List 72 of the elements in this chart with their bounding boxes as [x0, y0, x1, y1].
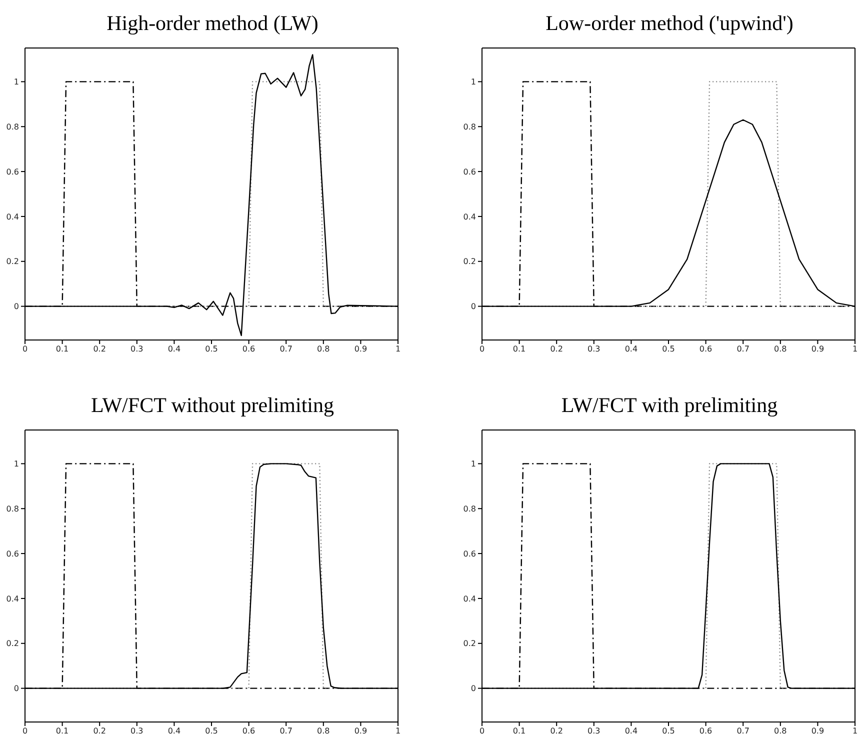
x-tick-label: 0 [22, 726, 28, 736]
x-tick-label: 0.6 [242, 726, 256, 736]
x-tick-label: 0 [479, 344, 485, 354]
y-tick-label: 0.6 [463, 549, 476, 558]
x-tick-label: 0.6 [699, 344, 712, 354]
x-tick-label: 0.7 [736, 726, 750, 736]
x-tick-label: 0.7 [280, 726, 292, 736]
y-tick-label: 0 [470, 302, 476, 312]
y-tick-label: 0.6 [6, 549, 19, 558]
x-tick-label: 0.2 [550, 726, 563, 736]
x-tick-label: 1 [852, 344, 858, 354]
x-tick-label: 0.5 [662, 344, 675, 354]
y-tick-label: 0.4 [463, 212, 476, 222]
x-tick-label: 0.4 [624, 344, 638, 354]
y-tick-label: 0.2 [463, 257, 476, 266]
x-tick-label: 0.1 [512, 726, 526, 736]
x-tick-label: 0.6 [699, 726, 712, 736]
y-tick-label: 1 [470, 460, 476, 469]
x-tick-label: 0.8 [774, 726, 787, 736]
y-tick-label: 1 [470, 78, 476, 87]
x-tick-label: 0.9 [354, 344, 368, 354]
x-tick-label: 0.4 [168, 344, 181, 354]
x-tick-label: 0 [22, 344, 28, 354]
x-tick-label: 1 [395, 344, 401, 354]
x-tick-label: 0.3 [588, 726, 600, 736]
x-tick-label: 0.4 [624, 726, 638, 736]
x-tick-label: 0.2 [550, 344, 563, 354]
x-tick-label: 0.3 [130, 726, 144, 736]
y-tick-label: 0.8 [463, 122, 476, 132]
chart-title: Low-order method ('upwind') [544, 10, 794, 37]
x-tick-label: 1 [395, 726, 401, 736]
y-tick-label: 0.4 [6, 212, 19, 222]
x-tick-label: 0.7 [736, 344, 750, 354]
x-tick-label: 0.8 [317, 344, 330, 354]
y-tick-label: 1 [14, 460, 19, 469]
x-tick-label: 0.9 [811, 726, 824, 736]
x-tick-label: 0.1 [56, 726, 69, 736]
x-tick-label: 0.2 [93, 344, 106, 354]
x-tick-label: 0.5 [662, 726, 675, 736]
y-tick-label: 0.2 [463, 639, 476, 648]
x-tick-label: 0.2 [93, 726, 106, 736]
chart-title: LW/FCT with prelimiting [560, 392, 779, 419]
x-tick-label: 0.7 [280, 344, 292, 354]
x-tick-label: 0.3 [588, 344, 600, 354]
y-tick-label: 0.4 [463, 594, 476, 604]
x-tick-label: 1 [852, 726, 858, 736]
y-tick-label: 0.2 [6, 639, 19, 648]
y-tick-label: 0.4 [6, 594, 19, 604]
y-tick-label: 0.8 [463, 504, 476, 514]
y-tick-label: 0 [14, 302, 19, 312]
y-tick-label: 0 [14, 684, 19, 694]
x-tick-label: 0.8 [317, 726, 330, 736]
y-tick-label: 0.2 [6, 257, 19, 266]
x-tick-label: 0.3 [130, 344, 144, 354]
y-tick-label: 0.8 [6, 504, 19, 514]
x-tick-label: 0.1 [512, 344, 526, 354]
y-tick-label: 0.8 [6, 122, 19, 132]
x-tick-label: 0.9 [811, 344, 824, 354]
x-tick-label: 0 [479, 726, 485, 736]
y-tick-label: 0.6 [6, 167, 19, 176]
y-tick-label: 0.6 [463, 167, 476, 176]
x-tick-label: 0.6 [242, 344, 256, 354]
x-tick-label: 0.5 [205, 344, 218, 354]
chart-title: High-order method (LW) [106, 10, 320, 37]
x-tick-label: 0.5 [205, 726, 218, 736]
x-tick-label: 0.8 [774, 344, 787, 354]
y-tick-label: 1 [14, 78, 19, 87]
y-tick-label: 0 [470, 684, 476, 694]
x-tick-label: 0.1 [56, 344, 69, 354]
chart-title: LW/FCT without prelimiting [90, 392, 336, 419]
x-tick-label: 0.9 [354, 726, 368, 736]
x-tick-label: 0.4 [168, 726, 181, 736]
